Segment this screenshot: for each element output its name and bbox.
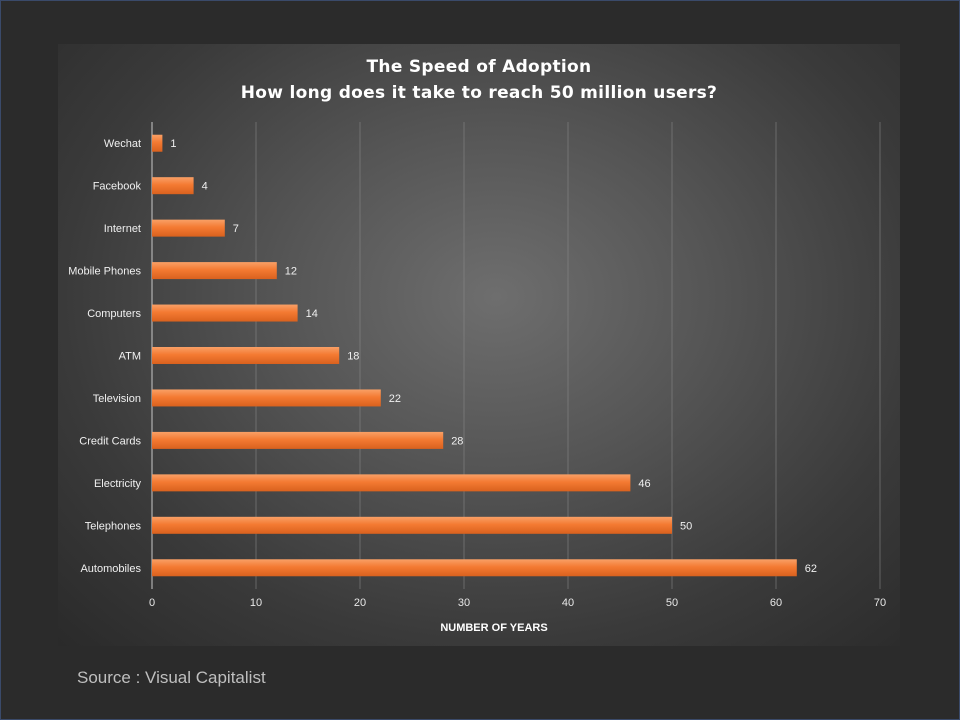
bar [152, 474, 631, 492]
x-tick-label: 10 [250, 597, 262, 609]
category-label: Telephones [85, 520, 142, 532]
x-tick-label: 40 [562, 597, 574, 609]
category-label: Computers [87, 308, 141, 320]
data-label: 62 [805, 563, 817, 575]
bar [152, 516, 672, 534]
category-label: Credit Cards [79, 435, 141, 447]
data-label: 4 [202, 181, 208, 193]
data-label: 46 [638, 478, 650, 490]
labels: 0 10 20 30 40 50 60 70 Wechat 1 Facebook 4 Internet 7… [68, 138, 886, 634]
x-tick-label: 0 [149, 597, 155, 609]
bar [152, 219, 225, 237]
category-label: Internet [104, 223, 141, 235]
source-note: Source : Visual Capitalist [77, 668, 266, 687]
bar [152, 389, 381, 407]
data-label: 22 [389, 393, 401, 405]
bar [152, 262, 277, 280]
x-axis-title: NUMBER OF YEARS [440, 622, 547, 634]
x-tick-label: 30 [458, 597, 470, 609]
bar-chart: 0 10 20 30 40 50 60 70 Wechat 1 Facebook 4 Internet 7… [68, 122, 886, 634]
bars [152, 134, 797, 577]
data-label: 18 [347, 351, 359, 363]
chart-subtitle: How long does it take to reach 50 millio… [240, 83, 718, 103]
category-label: Electricity [94, 478, 142, 490]
data-label: 14 [306, 308, 318, 320]
x-tick-label: 70 [874, 597, 886, 609]
chart-panel: The Speed of Adoption How long does it t… [58, 44, 900, 646]
bar [152, 134, 163, 152]
bar [152, 431, 444, 449]
category-label: ATM [119, 351, 141, 363]
category-label: Automobiles [80, 563, 141, 575]
data-label: 12 [285, 266, 297, 278]
category-label: Mobile Phones [68, 266, 141, 278]
data-label: 28 [451, 435, 463, 447]
x-tick-label: 60 [770, 597, 782, 609]
data-label: 7 [233, 223, 239, 235]
x-tick-label: 20 [354, 597, 366, 609]
bar [152, 559, 797, 577]
category-label: Wechat [104, 138, 141, 150]
category-label: Facebook [93, 181, 142, 193]
data-label: 50 [680, 520, 692, 532]
category-label: Television [93, 393, 141, 405]
data-label: 1 [170, 138, 176, 150]
bar [152, 177, 194, 195]
bar [152, 347, 340, 364]
chart-title: The Speed of Adoption [366, 57, 592, 77]
bar [152, 304, 298, 322]
x-tick-label: 50 [666, 597, 678, 609]
